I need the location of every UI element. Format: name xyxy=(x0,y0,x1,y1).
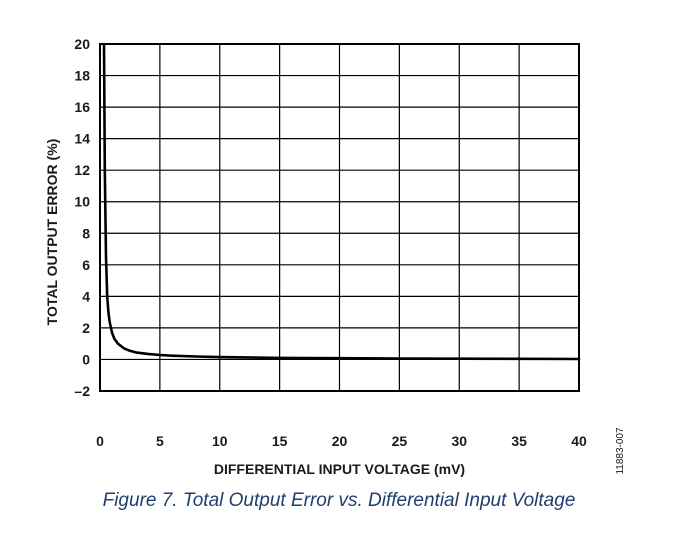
y-tick-label: 14 xyxy=(74,131,90,147)
y-tick-label: 6 xyxy=(82,257,90,273)
y-tick-label: 16 xyxy=(74,99,90,115)
x-axis-title: DIFFERENTIAL INPUT VOLTAGE (mV) xyxy=(214,461,465,477)
x-tick-label: 40 xyxy=(571,433,587,449)
y-tick-labels: –2 0 2 4 6 8 10 12 14 16 18 20 xyxy=(74,36,90,399)
x-gridlines xyxy=(159,44,520,391)
chart: 0 5 10 15 20 25 30 35 40 –2 0 2 4 6 8 10 12 14 16 18 20 DIF… xyxy=(44,36,626,477)
y-tick-label: 2 xyxy=(82,320,90,336)
plot-frame xyxy=(99,43,580,392)
y-gridlines xyxy=(100,74,579,361)
y-tick-label: –2 xyxy=(74,383,90,399)
y-tick-label: 18 xyxy=(74,68,90,84)
series-group xyxy=(102,42,581,361)
y-tick-label: 8 xyxy=(82,225,90,241)
figure-caption: Figure 7. Total Output Error vs. Differe… xyxy=(102,490,576,511)
x-tick-label: 10 xyxy=(212,433,228,449)
figure-code: 11883-007 xyxy=(615,427,626,475)
y-tick-label: 12 xyxy=(74,162,90,178)
y-axis-title: TOTAL OUTPUT ERROR (%) xyxy=(44,139,60,326)
x-tick-label: 15 xyxy=(272,433,288,449)
x-tick-label: 35 xyxy=(511,433,527,449)
x-tick-label: 0 xyxy=(96,433,104,449)
y-tick-label: 20 xyxy=(74,36,90,52)
x-tick-label: 5 xyxy=(156,433,164,449)
x-tick-label: 20 xyxy=(332,433,348,449)
series-line xyxy=(102,42,581,361)
x-tick-label: 25 xyxy=(392,433,408,449)
y-tick-label: 0 xyxy=(82,351,90,367)
x-tick-label: 30 xyxy=(451,433,467,449)
y-tick-label: 10 xyxy=(74,194,90,210)
x-tick-labels: 0 5 10 15 20 25 30 35 40 xyxy=(96,433,587,449)
y-tick-label: 4 xyxy=(82,288,90,304)
